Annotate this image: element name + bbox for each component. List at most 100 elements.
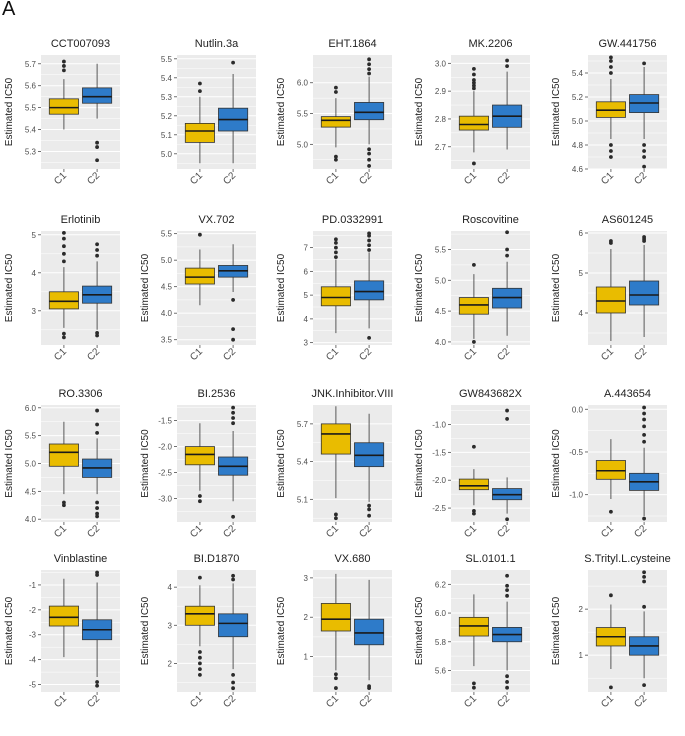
y-tick-label: -2.5 bbox=[158, 469, 172, 478]
outlier-point bbox=[609, 685, 613, 690]
outlier-point bbox=[505, 674, 509, 679]
box-iqr bbox=[320, 286, 351, 307]
box-C1 bbox=[320, 85, 351, 162]
box-C1 bbox=[184, 81, 215, 164]
box-C2 bbox=[218, 244, 249, 342]
y-tick-label: 5.1 bbox=[297, 495, 309, 504]
y-tick-label: 4 bbox=[168, 583, 173, 592]
y-tick-label: 4.5 bbox=[25, 487, 37, 496]
y-tick-label: -0.5 bbox=[569, 448, 583, 457]
outlier-point bbox=[609, 65, 613, 69]
outlier-point bbox=[472, 80, 476, 85]
outlier-point bbox=[609, 593, 613, 598]
box-iqr bbox=[320, 423, 351, 455]
outlier-point bbox=[505, 408, 509, 413]
outlier-point bbox=[642, 683, 646, 687]
chart-title: VX.680 bbox=[334, 553, 370, 565]
y-tick-label: 5.5 bbox=[297, 110, 309, 119]
y-tick-label: 5.2 bbox=[161, 112, 173, 121]
outlier-point bbox=[62, 503, 66, 508]
y-tick-label: 5 bbox=[32, 231, 37, 240]
y-tick-label: 3.5 bbox=[161, 336, 173, 345]
y-tick-label: 6.0 bbox=[297, 79, 309, 88]
chart-title: GW.441756 bbox=[598, 38, 656, 50]
outlier-point bbox=[334, 255, 338, 260]
outlier-point bbox=[334, 672, 338, 677]
y-tick-label: 1 bbox=[304, 653, 309, 662]
outlier-point bbox=[505, 417, 509, 421]
outlier-point bbox=[95, 253, 99, 258]
y-tick-label: 4 bbox=[304, 315, 309, 324]
outlier-point bbox=[367, 513, 371, 518]
outlier-point bbox=[62, 335, 66, 340]
outlier-point bbox=[472, 262, 476, 267]
y-tick-label: 5.3 bbox=[161, 93, 173, 102]
outlier-point bbox=[642, 516, 646, 521]
box-C2 bbox=[629, 405, 660, 521]
outlier-point bbox=[472, 685, 476, 690]
outlier-point bbox=[472, 511, 476, 516]
outlier-point bbox=[367, 243, 371, 248]
y-axis-label: Estimated IC50 bbox=[4, 429, 15, 498]
chart-title: Nutlin.3a bbox=[195, 38, 239, 50]
box-C2 bbox=[82, 242, 113, 338]
y-tick-label: 5.4 bbox=[297, 458, 309, 467]
y-tick-label: 5.5 bbox=[435, 245, 447, 254]
box-iqr bbox=[184, 267, 215, 285]
outlier-point bbox=[367, 62, 371, 67]
outlier-point bbox=[367, 57, 371, 62]
x-tick-label: C1 bbox=[324, 523, 341, 540]
outlier-point bbox=[231, 421, 235, 426]
outlier-point bbox=[334, 245, 338, 250]
chart-CCT007093: CCT007093 5.3 5.4 5.5 5.6 5.7 Estimated IC50 C1… bbox=[4, 38, 120, 187]
chart-title: VX.702 bbox=[198, 214, 234, 226]
x-tick-label: C2 bbox=[632, 170, 649, 187]
outlier-point bbox=[231, 60, 235, 65]
x-tick-label: C1 bbox=[52, 346, 69, 363]
y-tick-label: 6 bbox=[304, 267, 309, 276]
box-C1 bbox=[320, 406, 351, 521]
outlier-point bbox=[505, 680, 509, 684]
y-tick-label: 4.0 bbox=[25, 515, 37, 524]
y-tick-label: 5.0 bbox=[435, 276, 447, 285]
box-iqr bbox=[218, 613, 249, 638]
outlier-point bbox=[334, 512, 338, 517]
box-C1 bbox=[320, 573, 351, 690]
x-tick-label: C1 bbox=[462, 346, 479, 363]
y-axis-label: Estimated IC50 bbox=[414, 429, 425, 498]
y-tick-label: 5.0 bbox=[297, 140, 309, 149]
box-C2 bbox=[492, 573, 523, 690]
box-iqr bbox=[184, 446, 215, 466]
outlier-point bbox=[198, 672, 202, 677]
y-tick-label: -2.0 bbox=[158, 443, 172, 452]
y-tick-label: -2.0 bbox=[432, 476, 446, 485]
chart-JNK.Inhibitor.VIII: JNK.Inhibitor.VIII 5.1 5.4 5.7 Estimated IC5… bbox=[276, 388, 393, 540]
box-C1 bbox=[595, 439, 626, 514]
outlier-point bbox=[231, 514, 235, 519]
chart-RO.3306: RO.3306 4.0 4.5 5.0 5.5 6.0 Estimated IC50 C1 C2 bbox=[4, 388, 120, 540]
outlier-point bbox=[62, 259, 66, 264]
box-C1 bbox=[48, 578, 79, 658]
y-tick-label: -4 bbox=[29, 656, 37, 665]
y-tick-label: 5.7 bbox=[25, 60, 37, 69]
outlier-point bbox=[609, 59, 613, 63]
x-tick-label: C1 bbox=[188, 523, 205, 540]
outlier-point bbox=[472, 72, 476, 77]
x-tick-label: C2 bbox=[85, 693, 102, 710]
x-tick-label: C1 bbox=[599, 693, 616, 710]
y-tick-label: 5.4 bbox=[25, 126, 37, 135]
y-tick-label: 5.5 bbox=[161, 230, 173, 239]
box-iqr bbox=[458, 115, 489, 131]
y-tick-label: -2.5 bbox=[432, 504, 446, 513]
box-iqr bbox=[354, 102, 385, 121]
outlier-point bbox=[642, 155, 646, 159]
x-tick-label: C2 bbox=[221, 693, 238, 710]
box-iqr bbox=[458, 478, 489, 491]
outlier-point bbox=[231, 416, 235, 420]
outlier-point bbox=[95, 248, 99, 252]
box-C2 bbox=[218, 60, 249, 164]
outlier-point bbox=[198, 89, 202, 93]
outlier-point bbox=[367, 503, 371, 508]
y-tick-label: 3 bbox=[304, 574, 309, 583]
